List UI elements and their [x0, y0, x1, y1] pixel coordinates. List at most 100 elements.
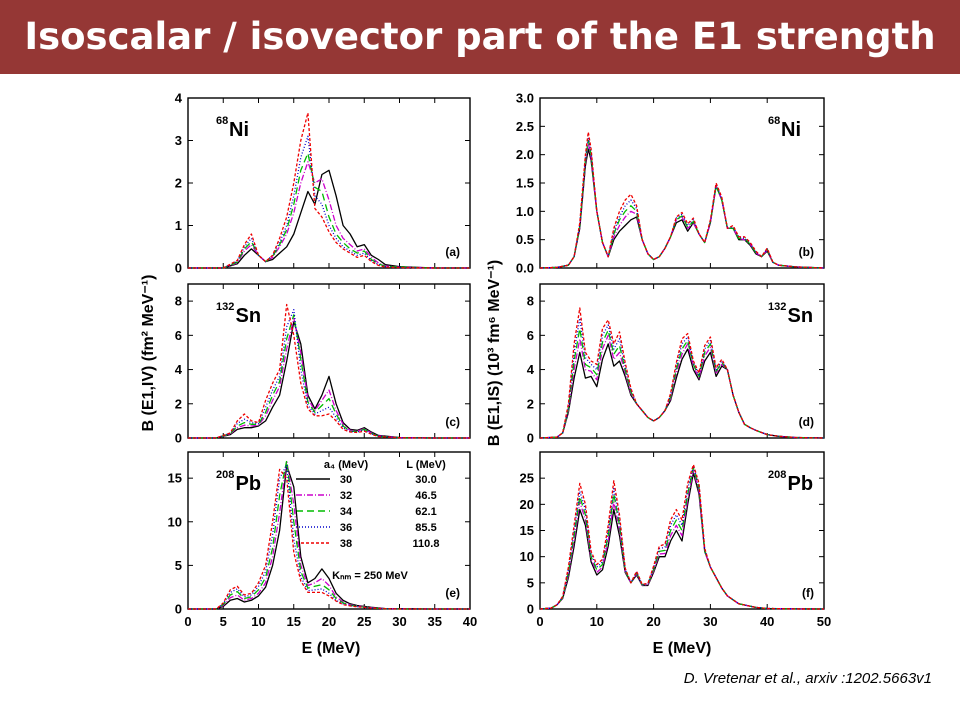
y-tick-label: 0: [175, 602, 182, 617]
nucleus-symbol: Pb: [236, 473, 262, 495]
y-tick-label: 25: [520, 471, 534, 486]
y-tick-label: 6: [527, 328, 534, 343]
nucleus-symbol: Sn: [236, 305, 262, 327]
nucleus-mass: 132: [768, 301, 786, 313]
panel-d: 0 2 4 6 8 132 Sn (d): [527, 283, 825, 446]
nucleus-mass: 132: [216, 301, 234, 313]
x-tick-label: 15: [287, 614, 301, 629]
panel-f: 0 10 20 30 40 50 0 5 10 15 20 25 208 Pb (f): [520, 451, 831, 629]
series-line-30: [539, 148, 825, 269]
y-tick-label: 15: [520, 523, 534, 538]
y-tick-label: 8: [527, 294, 534, 309]
series-line-30: [188, 320, 470, 439]
series-line-38: [539, 463, 825, 610]
y-tick-label: 10: [520, 549, 534, 564]
panel-label: (d): [799, 415, 814, 429]
series-line-32: [188, 161, 470, 269]
y-tick-label: 6: [175, 328, 182, 343]
nucleus-mass: 208: [768, 469, 786, 481]
y-tick-label: 20: [520, 497, 534, 512]
series-line-34: [539, 327, 825, 439]
y-tick-label: 2.0: [516, 147, 534, 162]
series-line-32: [539, 334, 825, 439]
x-tick-label: 25: [357, 614, 371, 629]
left-xlabel: E (MeV): [302, 640, 361, 657]
y-tick-label: 0.0: [516, 261, 534, 276]
y-tick-label: 1: [175, 218, 182, 233]
series-line-30: [539, 343, 825, 439]
y-tick-label: 0: [175, 261, 182, 276]
legend-a4-value: 34: [340, 506, 353, 518]
nucleus-symbol: Ni: [781, 119, 801, 141]
x-tick-label: 10: [590, 614, 604, 629]
series-line-34: [188, 152, 470, 269]
legend-a4-value: 30: [340, 474, 352, 486]
citation: D. Vretenar et al., arxiv :1202.5663v1: [683, 670, 932, 687]
panel-label: (c): [445, 415, 460, 429]
panel-e: 0 5 10 15 20 25 30 35 40 0 5 10 15 208 Pb (e): [168, 451, 477, 629]
panel-b: 0.0 0.5 1.0 1.5 2.0 2.5 3.0 68 Ni (b): [516, 91, 825, 276]
panel-label: (b): [799, 245, 814, 259]
series-line-34: [539, 467, 825, 610]
nucleus-symbol: Pb: [788, 473, 814, 495]
legend-L-value: 62.1: [415, 506, 436, 518]
x-tick-label: 0: [536, 614, 543, 629]
legend-header-a4: a₄ (MeV): [324, 459, 369, 471]
legend-L-value: 30.0: [415, 474, 436, 486]
y-tick-label: 0: [175, 431, 182, 446]
x-tick-label: 40: [463, 614, 477, 629]
y-tick-label: 8: [175, 294, 182, 309]
y-tick-label: 4: [527, 362, 535, 377]
series-line-34: [188, 460, 470, 610]
page-title: Isoscalar / isovector part of the E1 str…: [24, 15, 936, 58]
plot-frame: [539, 283, 825, 439]
x-tick-label: 5: [220, 614, 227, 629]
series-line-38: [188, 112, 470, 269]
legend-L-value: 85.5: [415, 522, 436, 534]
x-tick-label: 30: [392, 614, 406, 629]
series-line-38: [539, 307, 825, 439]
y-tick-label: 2.5: [516, 119, 534, 134]
y-tick-label: 4: [175, 91, 183, 106]
panel-a: 0 1 2 3 4 68 Ni (a): [175, 91, 471, 276]
panel-label: (f): [802, 586, 814, 600]
series-line-36: [188, 309, 470, 439]
left-ylabel: B (E1,IV) (fm² MeV⁻¹): [140, 275, 157, 432]
right-xlabel: E (MeV): [653, 640, 712, 657]
legend-L-value: 46.5: [415, 490, 436, 502]
y-tick-label: 15: [168, 471, 182, 486]
x-tick-label: 50: [817, 614, 831, 629]
legend-a4-value: 36: [340, 522, 352, 534]
legend-a4-value: 32: [340, 490, 352, 502]
y-tick-label: 2: [175, 396, 182, 411]
right-ylabel: B (E1,IS) (10³ fm⁶ MeV⁻¹): [486, 260, 503, 447]
series-line-34: [188, 314, 470, 439]
x-tick-label: 30: [703, 614, 717, 629]
y-tick-label: 2: [175, 176, 182, 191]
panel-c: 0 2 4 6 8 132 Sn (c): [175, 283, 471, 446]
nucleus-symbol: Sn: [788, 305, 814, 327]
x-tick-label: 20: [646, 614, 660, 629]
y-tick-label: 0: [527, 602, 534, 617]
series-line-36: [188, 135, 470, 269]
panel-label: (a): [445, 245, 460, 259]
legend-header-L: L (MeV): [406, 459, 446, 471]
panel-label: (e): [445, 586, 460, 600]
y-tick-label: 1.5: [516, 176, 534, 191]
series-line-30: [188, 169, 470, 269]
y-tick-label: 4: [175, 362, 183, 377]
y-tick-label: 1.0: [516, 204, 534, 219]
y-tick-label: 3.0: [516, 91, 534, 106]
series-line-38: [188, 303, 470, 439]
nucleus-mass: 208: [216, 469, 234, 481]
legend-a4-value: 38: [340, 538, 352, 550]
y-tick-label: 3: [175, 133, 182, 148]
legend: a₄ (MeV) L (MeV) Kₙₘ = 250 MeV 30 30.0 32 4…: [296, 459, 446, 582]
nucleus-mass: 68: [768, 115, 780, 127]
x-tick-label: 10: [251, 614, 265, 629]
series-line-36: [188, 464, 470, 610]
series-line-38: [188, 468, 470, 610]
x-tick-label: 40: [760, 614, 774, 629]
y-tick-label: 0: [527, 431, 534, 446]
